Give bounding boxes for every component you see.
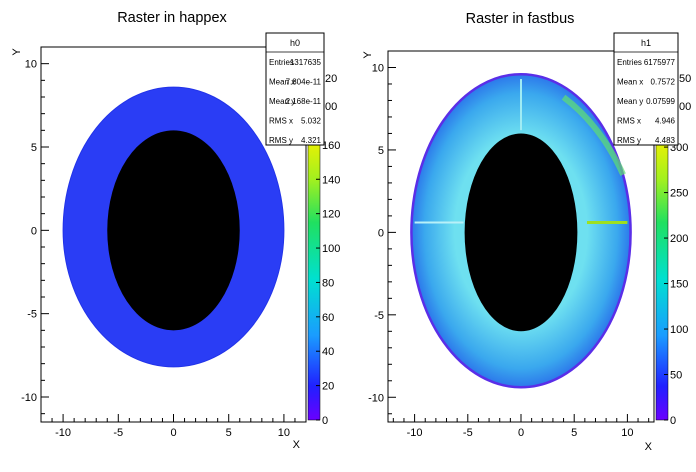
palette-tick-label: 0 xyxy=(670,415,676,427)
raster-hole xyxy=(464,133,578,332)
x-axis-label: X xyxy=(293,439,301,451)
stats-row-value: 5.032 xyxy=(301,117,322,126)
x-tick-label: 5 xyxy=(226,427,232,439)
palette-tick-label: 100 xyxy=(670,324,688,336)
palette-tick-label: 120 xyxy=(322,209,340,221)
stats-row-value: 4.946 xyxy=(655,117,676,126)
x-tick-label: 5 xyxy=(571,427,577,439)
stats-row-label: Mean y xyxy=(269,97,295,106)
palette-tick-label: 160 xyxy=(322,140,340,152)
stats-row-label: Mean x xyxy=(269,78,295,87)
stats-row-value: 0.07599 xyxy=(646,97,675,106)
stats-row-label: Mean y xyxy=(617,97,643,106)
palette-tick-label: 00 xyxy=(679,101,691,113)
palette-tick-label: 0 xyxy=(322,415,328,427)
stats-row-value: 4.321 xyxy=(301,136,322,145)
y-axis-ticks: -10 -5 0 5 10 xyxy=(368,50,396,415)
chart-title: Raster in happex xyxy=(117,10,227,26)
stats-title: h0 xyxy=(290,38,300,48)
palette-tick-label: 150 xyxy=(670,279,688,291)
x-tick-label: -5 xyxy=(113,427,123,439)
palette-tick-label: 100 xyxy=(322,243,340,255)
stats-rows: Entries 6175977 Mean x 0.7572 Mean y 0.07599 R… xyxy=(617,58,676,145)
heatmap-marks xyxy=(410,72,632,389)
palette-tick-label: 200 xyxy=(670,233,688,245)
stats-title: h1 xyxy=(641,38,651,48)
x-tick-label: -5 xyxy=(463,427,473,439)
y-tick-label: -10 xyxy=(368,392,384,404)
palette-tick-label: 250 xyxy=(670,188,688,200)
x-tick-label: -10 xyxy=(55,427,71,439)
y-tick-label: -5 xyxy=(374,310,384,322)
stats-row-value: 1317635 xyxy=(290,58,322,67)
color-palette-bar xyxy=(307,137,321,421)
x-axis-ticks: -10 -5 0 5 10 xyxy=(392,414,650,439)
palette-tick-label: 20 xyxy=(322,381,334,393)
y-tick-label: 5 xyxy=(378,145,384,157)
palette-tick-label: 20 xyxy=(325,73,337,85)
palette-tick-label: 60 xyxy=(322,312,334,324)
stats-row-value: 0.7572 xyxy=(651,78,676,87)
raster-hole xyxy=(107,130,240,331)
stats-row-value: 4.483 xyxy=(655,136,676,145)
x-tick-label: 0 xyxy=(518,427,524,439)
palette-tick-label: 00 xyxy=(325,101,337,113)
y-axis-label: Y xyxy=(11,48,23,56)
palette-tick-label: 140 xyxy=(322,174,340,186)
stats-row-label: RMS x xyxy=(269,117,293,126)
chart-title: Raster in fastbus xyxy=(466,11,575,27)
y-axis-label: Y xyxy=(362,51,374,59)
y-tick-label: 5 xyxy=(31,142,37,154)
palette-ticks: 0 20 40 60 80 100 120 140 160 20 00 xyxy=(316,73,340,427)
x-axis-label: X xyxy=(645,441,653,453)
chart-panel-happex: Raster in happex -10 -5 0 5 10 -10 -5 0 5 10 X Y… xyxy=(11,10,340,451)
y-tick-label: 0 xyxy=(378,227,384,239)
stats-box[interactable]: h1 Entries 6175977 Mean x 0.7572 Mean y 0.075… xyxy=(613,32,679,146)
palette-tick-label: 40 xyxy=(322,346,334,358)
stats-row-label: Entries xyxy=(269,58,294,67)
stats-row-value: 6175977 xyxy=(644,58,676,67)
x-axis-ticks: -10 -5 0 5 10 xyxy=(40,414,307,439)
y-tick-label: -5 xyxy=(27,309,37,321)
x-tick-label: 0 xyxy=(170,427,176,439)
heatmap-marks xyxy=(62,86,285,368)
palette-tick-label: 50 xyxy=(679,73,691,85)
y-tick-label: 0 xyxy=(31,225,37,237)
stats-row-label: Mean x xyxy=(617,78,643,87)
raster-hotspot xyxy=(561,94,626,176)
stats-row-label: Entries xyxy=(617,58,642,67)
x-tick-label: 10 xyxy=(278,427,290,439)
stats-row-value: 7.804e-11 xyxy=(286,78,322,87)
x-tick-label: 10 xyxy=(621,427,633,439)
x-tick-label: -10 xyxy=(407,427,423,439)
stats-row-label: RMS y xyxy=(269,136,293,145)
stats-row-label: RMS y xyxy=(617,136,641,145)
palette-tick-label: 50 xyxy=(670,370,682,382)
y-axis-ticks: -10 -5 0 5 10 xyxy=(21,46,49,415)
stats-row-label: RMS x xyxy=(617,117,641,126)
palette-tick-label: 80 xyxy=(322,277,334,289)
y-tick-label: 10 xyxy=(372,62,384,74)
y-tick-label: 10 xyxy=(25,59,37,71)
y-tick-label: -10 xyxy=(21,392,37,404)
color-palette-bar xyxy=(655,137,669,421)
stats-row-value: 2.168e-11 xyxy=(286,97,322,106)
